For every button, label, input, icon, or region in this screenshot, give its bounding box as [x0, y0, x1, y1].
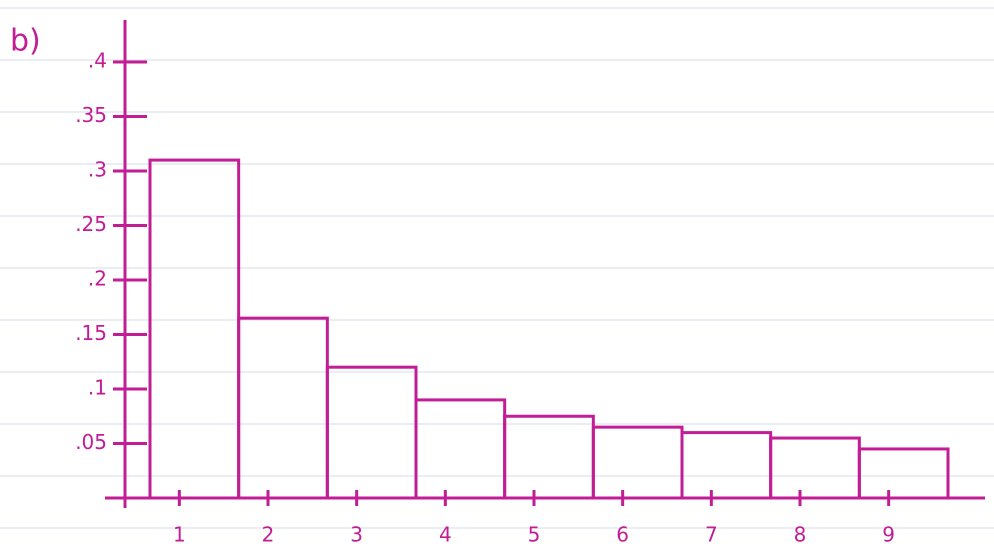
- y-tick-label: .15: [75, 321, 107, 345]
- chart-title: b): [10, 24, 41, 59]
- x-tick-label: 5: [528, 523, 541, 547]
- x-tick-label: 8: [794, 523, 807, 547]
- x-tick-label: 4: [439, 523, 452, 547]
- chart: b) .05 .1 .15 .2 .25 .3 .35 .4 1 2 3 4 5 6 7 8 9: [0, 0, 994, 554]
- bar: [682, 433, 771, 498]
- x-tick-label: 7: [705, 523, 718, 547]
- bar: [859, 449, 948, 498]
- x-tick-label: 9: [882, 523, 895, 547]
- bar: [239, 318, 328, 498]
- x-tick-label: 2: [262, 523, 275, 547]
- y-tick-label: .4: [88, 49, 107, 73]
- y-tick-label: .35: [75, 103, 107, 127]
- y-tick-label: .25: [75, 212, 107, 236]
- x-tick-label: 1: [173, 523, 186, 547]
- y-tick-label: .05: [75, 430, 107, 454]
- x-tick-label: 3: [350, 523, 363, 547]
- y-tick-label: .1: [88, 376, 107, 400]
- y-tick-label: .2: [88, 267, 107, 291]
- bar: [771, 438, 860, 498]
- y-tick-label: .3: [88, 158, 107, 182]
- x-tick-label: 6: [616, 523, 629, 547]
- bar: [505, 416, 594, 498]
- bar: [593, 427, 682, 498]
- bar: [327, 367, 416, 498]
- bar: [150, 160, 239, 498]
- bar: [416, 400, 505, 498]
